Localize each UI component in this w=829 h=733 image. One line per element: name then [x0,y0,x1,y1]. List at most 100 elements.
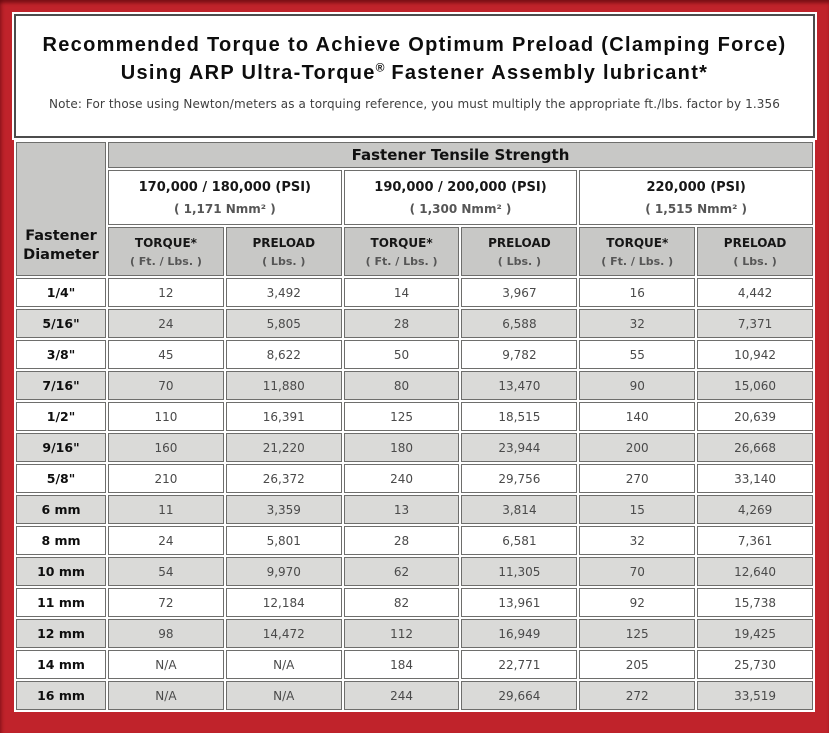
torque-cell: 184 [343,650,460,679]
torque-cell: 70 [108,371,224,400]
torque-cell: 112 [343,619,460,648]
preload-column-header: PRELOAD ( Lbs. ) [697,227,813,276]
table-row: 3/8" 45 8,622 50 9,782 55 10,942 [16,340,813,369]
preload-cell: 33,140 [697,464,813,493]
torque-cell: 16 [579,278,696,307]
torque-table: Fastener Diameter Fastener Tensile Stren… [14,140,815,712]
table-row: 1/2" 110 16,391 125 18,515 140 20,639 [16,402,813,431]
torque-cell: N/A [108,681,224,710]
table-row: 5/8" 210 26,372 240 29,756 270 33,140 [16,464,813,493]
preload-cell: 26,668 [697,433,813,462]
preload-cell: 11,305 [461,557,578,586]
table-row: 8 mm 24 5,801 28 6,581 32 7,361 [16,526,813,555]
torque-cell: 24 [108,526,224,555]
torque-cell: 210 [108,464,224,493]
tensile-strength-row: Fastener Diameter Fastener Tensile Stren… [16,142,813,276]
preload-column-header: PRELOAD ( Lbs. ) [225,227,342,276]
conversion-note: Note: For those using Newton/meters as a… [49,97,780,111]
torque-cell: 180 [343,433,460,462]
diameter-cell: 9/16" [16,433,106,462]
preload-cell: 8,622 [225,340,342,369]
preload-cell: 15,738 [697,588,813,617]
psi-value: 220,000 (PSI) [646,179,746,195]
table-row: 14 mm N/A N/A 184 22,771 205 25,730 [16,650,813,679]
preload-cell: 16,949 [461,619,578,648]
preload-cell: 21,220 [225,433,342,462]
torque-cell: 55 [579,340,696,369]
torque-cell: 80 [343,371,460,400]
preload-cell: 5,801 [225,526,342,555]
table-row: 10 mm 54 9,970 62 11,305 70 12,640 [16,557,813,586]
table-row: 6 mm 11 3,359 13 3,814 15 4,269 [16,495,813,524]
psi-value: 190,000 / 200,000 (PSI) [374,179,547,195]
column-header-row: TORQUE* ( Ft. / Lbs. ) PRELOAD ( Lbs. ) … [16,227,813,276]
torque-cell: 32 [579,526,696,555]
diameter-cell: 3/8" [16,340,106,369]
torque-cell: 45 [108,340,224,369]
preload-column-header: PRELOAD ( Lbs. ) [461,227,578,276]
preload-cell: 12,640 [697,557,813,586]
preload-cell: 23,944 [461,433,578,462]
psi-header-row: 170,000 / 180,000 (PSI) ( 1,171 Nmm² ) 1… [16,170,813,225]
torque-cell: 14 [343,278,460,307]
table-row: 12 mm 98 14,472 112 16,949 125 19,425 [16,619,813,648]
preload-cell: 14,472 [225,619,342,648]
page-title: Recommended Torque to Achieve Optimum Pr… [22,31,807,87]
torque-column-header: TORQUE* ( Ft. / Lbs. ) [108,227,224,276]
table-row: 16 mm N/A N/A 244 29,664 272 33,519 [16,681,813,710]
preload-cell: 6,588 [461,309,578,338]
diameter-cell: 1/4" [16,278,106,307]
diameter-cell: 5/8" [16,464,106,493]
diameter-cell: 10 mm [16,557,106,586]
preload-cell: 16,391 [225,402,342,431]
preload-cell: 13,470 [461,371,578,400]
diameter-cell: 8 mm [16,526,106,555]
torque-cell: 200 [579,433,696,462]
preload-cell: 18,515 [461,402,578,431]
torque-cell: 62 [343,557,460,586]
preload-cell: N/A [225,681,342,710]
tensile-strength-header: Fastener Tensile Strength [108,142,813,168]
preload-cell: 25,730 [697,650,813,679]
psi-group-3: 220,000 (PSI) ( 1,515 Nmm² ) [579,170,813,225]
torque-column-header: TORQUE* ( Ft. / Lbs. ) [343,227,460,276]
table-row: 9/16" 160 21,220 180 23,944 200 26,668 [16,433,813,462]
diameter-cell: 12 mm [16,619,106,648]
torque-cell: 32 [579,309,696,338]
torque-cell: 160 [108,433,224,462]
torque-cell: 12 [108,278,224,307]
diameter-cell: 11 mm [16,588,106,617]
torque-cell: 11 [108,495,224,524]
table-row: 7/16" 70 11,880 80 13,470 90 15,060 [16,371,813,400]
diameter-cell: 5/16" [16,309,106,338]
torque-cell: 28 [343,526,460,555]
torque-cell: 98 [108,619,224,648]
torque-cell: 28 [343,309,460,338]
torque-cell: 240 [343,464,460,493]
preload-cell: 12,184 [225,588,342,617]
nmm-value: ( 1,515 Nmm² ) [645,201,748,216]
preload-cell: 15,060 [697,371,813,400]
psi-group-1: 170,000 / 180,000 (PSI) ( 1,171 Nmm² ) [108,170,342,225]
preload-cell: 3,359 [225,495,342,524]
torque-cell: 140 [579,402,696,431]
torque-column-header: TORQUE* ( Ft. / Lbs. ) [579,227,696,276]
torque-cell: 272 [579,681,696,710]
torque-cell: 72 [108,588,224,617]
diameter-cell: 1/2" [16,402,106,431]
preload-cell: 7,371 [697,309,813,338]
torque-cell: 125 [343,402,460,431]
preload-cell: 26,372 [225,464,342,493]
preload-cell: 4,269 [697,495,813,524]
torque-cell: 70 [579,557,696,586]
torque-cell: 110 [108,402,224,431]
preload-cell: 22,771 [461,650,578,679]
diameter-cell: 6 mm [16,495,106,524]
table-body: 1/4" 12 3,492 14 3,967 16 4,442 5/16" 24 5,805 28 6… [16,278,813,710]
preload-cell: N/A [225,650,342,679]
title-panel: Recommended Torque to Achieve Optimum Pr… [12,12,817,140]
table-row: 5/16" 24 5,805 28 6,588 32 7,371 [16,309,813,338]
nmm-value: ( 1,300 Nmm² ) [409,201,512,216]
nmm-value: ( 1,171 Nmm² ) [173,201,276,216]
preload-cell: 29,664 [461,681,578,710]
